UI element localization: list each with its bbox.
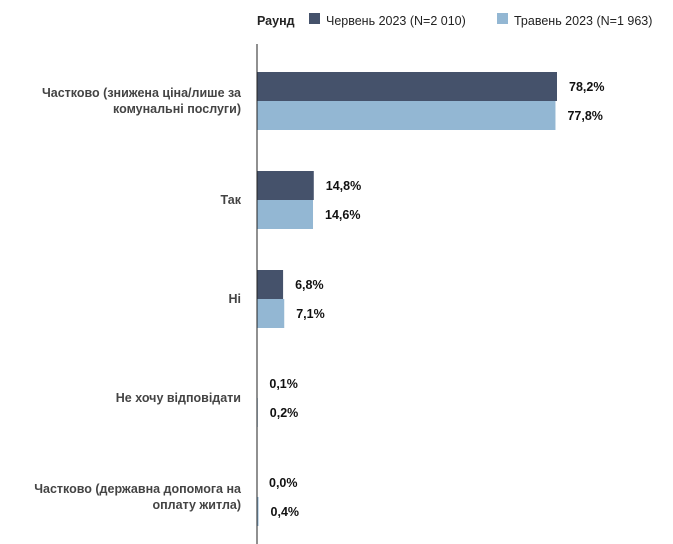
category-label: комунальні послуги) [113, 102, 241, 116]
data-label: 0,0% [269, 476, 298, 490]
data-label: 6,8% [295, 278, 324, 292]
bar-may-1 [257, 200, 314, 229]
category-label: оплату житла) [153, 498, 242, 512]
bar-june-2 [257, 270, 284, 299]
bar-may-0 [257, 101, 556, 130]
data-label: 7,1% [296, 307, 325, 321]
plot-area: Частково (знижена ціна/лише за комунальні… [34, 72, 604, 526]
data-label: 0,2% [270, 406, 299, 420]
data-label: 0,4% [271, 505, 300, 519]
legend-label-june: Червень 2023 (N=2 010) [326, 14, 466, 28]
category-label: Частково (державна допомога на [34, 482, 242, 496]
category-label: Не хочу відповідати [116, 391, 241, 405]
legend-swatch-may [497, 13, 508, 24]
data-label: 77,8% [567, 109, 602, 123]
category-label: Частково (знижена ціна/лише за [42, 86, 242, 100]
legend-swatch-june [309, 13, 320, 24]
legend-title: Раунд [257, 14, 295, 28]
legend-label-may: Травень 2023 (N=1 963) [514, 14, 652, 28]
data-label: 14,8% [326, 179, 361, 193]
bar-may-4 [257, 497, 259, 526]
data-label: 14,6% [325, 208, 360, 222]
category-label: Так [220, 193, 241, 207]
category-label: Ні [229, 292, 242, 306]
data-label: 78,2% [569, 80, 604, 94]
data-label: 0,1% [269, 377, 298, 391]
bar-may-2 [257, 299, 285, 328]
bar-june-0 [257, 72, 557, 101]
legend: Раунд Червень 2023 (N=2 010) Травень 202… [257, 13, 652, 28]
bar-june-1 [257, 171, 314, 200]
